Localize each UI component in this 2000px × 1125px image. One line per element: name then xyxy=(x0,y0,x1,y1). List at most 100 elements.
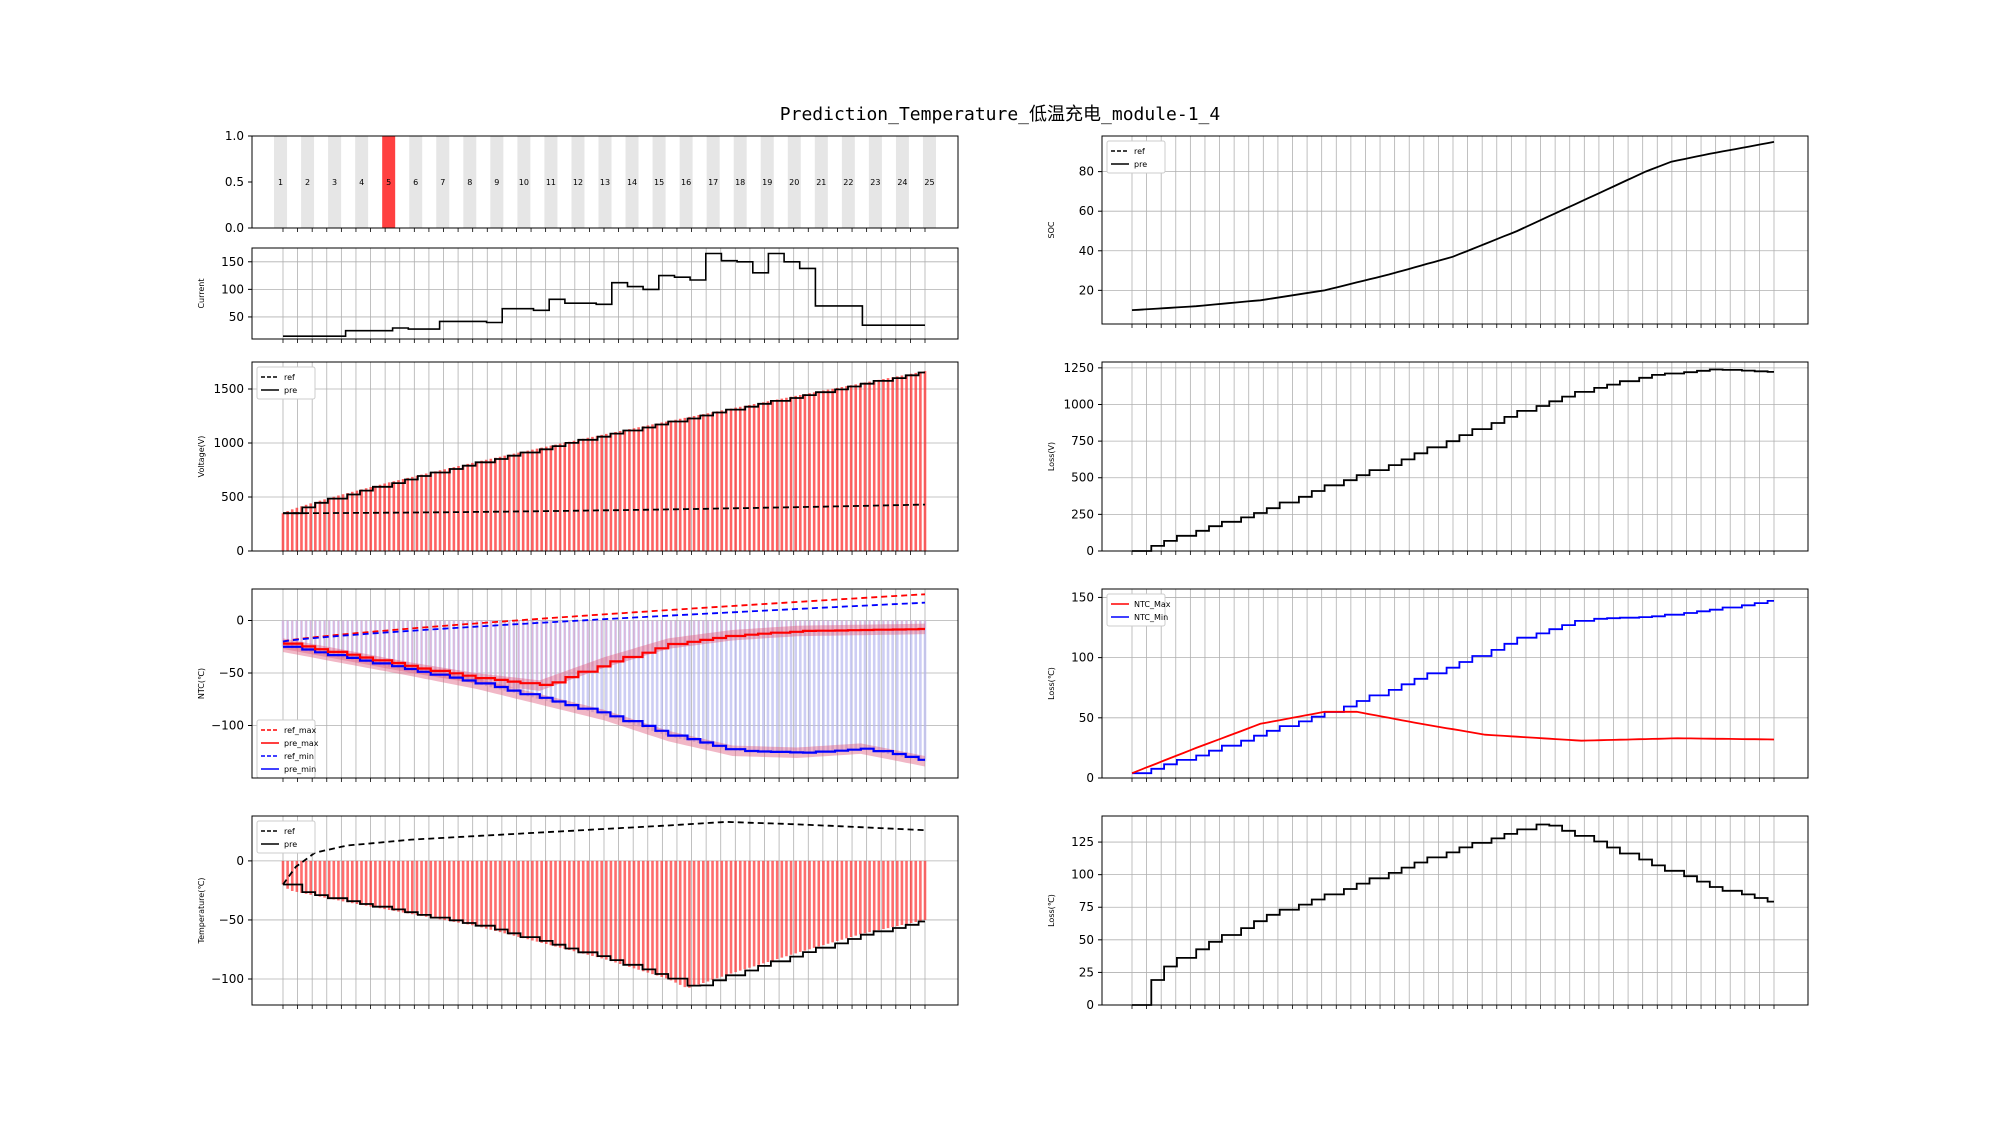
y-axis-label: Current xyxy=(197,278,206,308)
y-tick-label: 0.0 xyxy=(225,221,244,235)
module-bar xyxy=(436,136,450,228)
module-label: 24 xyxy=(897,178,907,187)
module-label: 11 xyxy=(546,178,556,187)
y-tick-label: 0 xyxy=(236,614,244,628)
y-tick-label: 500 xyxy=(1071,471,1094,485)
y-axis-label: Loss(℃) xyxy=(1047,894,1056,927)
legend-label: pre_min xyxy=(284,765,316,774)
figure-title: Prediction_Temperature_低温充电_module-1_4 xyxy=(779,104,1221,125)
plot-area xyxy=(1102,136,1808,324)
module-label: 20 xyxy=(789,178,799,187)
y-tick-label: −100 xyxy=(211,719,244,733)
module-label: 3 xyxy=(332,178,337,187)
module-bar xyxy=(814,136,828,228)
legend-label: pre xyxy=(284,840,297,849)
y-tick-label: 50 xyxy=(1079,933,1094,947)
axes-frame xyxy=(1101,361,1809,552)
legend-label: NTC_Max xyxy=(1134,600,1171,609)
module-label: 22 xyxy=(843,178,853,187)
y-tick-label: −50 xyxy=(219,666,244,680)
y-axis-label: Loss(℃) xyxy=(1047,667,1056,700)
axes-frame xyxy=(251,815,959,1006)
module-label: 15 xyxy=(654,178,664,187)
y-tick-label: 100 xyxy=(221,282,244,296)
loss-ntc-min-line xyxy=(1132,600,1774,775)
panel-voltage: 0 500 1000 1500 Voltage(V) ref pre xyxy=(197,361,959,558)
axes-frame xyxy=(1101,135,1809,325)
y-tick-label: 150 xyxy=(221,255,244,269)
ntc-ref-max-line xyxy=(282,593,926,643)
y-tick-label: −100 xyxy=(211,972,244,986)
y-tick-label: 1000 xyxy=(1063,397,1094,411)
ntc-pre-max-line xyxy=(283,627,925,686)
legend-label: pre xyxy=(1134,160,1147,169)
module-bar xyxy=(517,136,531,228)
module-label: 7 xyxy=(440,178,445,187)
loss-v-line xyxy=(1132,368,1774,552)
module-label: 16 xyxy=(681,178,691,187)
legend-box xyxy=(1106,140,1166,174)
module-label: 8 xyxy=(467,178,472,187)
y-tick-label: 0.5 xyxy=(225,175,244,189)
module-bar xyxy=(463,136,477,228)
voltage-ref-line xyxy=(283,503,926,515)
voltage-pre-line xyxy=(283,371,925,515)
y-tick-label: 75 xyxy=(1079,900,1094,914)
legend-label: ref xyxy=(284,373,295,382)
panel-soc: 20 40 60 80 SOC ref pre xyxy=(1047,135,1809,328)
module-bar xyxy=(787,136,801,228)
soc-pre-line xyxy=(1131,141,1775,311)
y-tick-label: 1000 xyxy=(213,436,244,450)
y-tick-label: −50 xyxy=(219,913,244,927)
module-label: 6 xyxy=(413,178,418,187)
y-axis-label: NTC(℃) xyxy=(197,668,206,699)
module-bar xyxy=(382,136,396,228)
panel-temperature: 0 −50 −100 Temperature(℃) ref pre xyxy=(197,815,959,1009)
module-label: 5 xyxy=(386,178,391,187)
module-label: 21 xyxy=(816,178,826,187)
y-tick-label: 150 xyxy=(1071,590,1094,604)
module-label: 18 xyxy=(735,178,745,187)
module-label: 23 xyxy=(870,178,880,187)
module-bar xyxy=(409,136,423,228)
module-bar xyxy=(652,136,666,228)
pre-min-band xyxy=(283,641,925,767)
y-tick-label: 1250 xyxy=(1063,361,1094,375)
module-label: 13 xyxy=(600,178,610,187)
module-label: 19 xyxy=(762,178,772,187)
y-tick-label: 0 xyxy=(1086,544,1094,558)
module-label: 10 xyxy=(519,178,529,187)
y-tick-label: 25 xyxy=(1079,965,1094,979)
module-bar xyxy=(544,136,558,228)
y-tick-label: 1500 xyxy=(213,382,244,396)
module-bar xyxy=(625,136,639,228)
module-bar xyxy=(895,136,909,228)
module-bar xyxy=(328,136,342,228)
module-bar xyxy=(760,136,774,228)
panel-ntc: 0 −50 −100 NTC(℃) ref_max pre_max ref_min pre_m… xyxy=(197,588,959,782)
module-bar xyxy=(301,136,315,228)
axes-frame xyxy=(251,247,959,340)
module-label: 2 xyxy=(305,178,310,187)
y-tick-label: 0 xyxy=(1086,771,1094,785)
legend-label: ref_max xyxy=(284,726,317,735)
legend-label: ref_min xyxy=(284,752,314,761)
y-tick-label: 100 xyxy=(1071,651,1094,665)
module-bar xyxy=(841,136,855,228)
panel-module_selector: 1 2 3 4 5 6 7 8 9 10 11 12 13 14 15 16 17 18 19 20 21 22 23 24 2… xyxy=(225,129,959,235)
module-label: 1 xyxy=(278,178,283,187)
axes-frame xyxy=(251,588,959,779)
temperature-ref-line xyxy=(282,820,926,886)
y-axis-label: SOC xyxy=(1047,221,1056,238)
plot-area xyxy=(1102,589,1808,778)
y-axis-label: Temperature(℃) xyxy=(197,878,206,945)
module-bar xyxy=(868,136,882,228)
legend-label: NTC_Min xyxy=(1134,613,1168,622)
axes-frame xyxy=(1101,588,1809,779)
module-bar xyxy=(733,136,747,228)
module-bar xyxy=(571,136,585,228)
panel-loss_v: 0 250 500 750 1000 1250 Loss(V) xyxy=(1047,361,1809,558)
module-label: 14 xyxy=(627,178,637,187)
y-tick-label: 50 xyxy=(229,310,244,324)
